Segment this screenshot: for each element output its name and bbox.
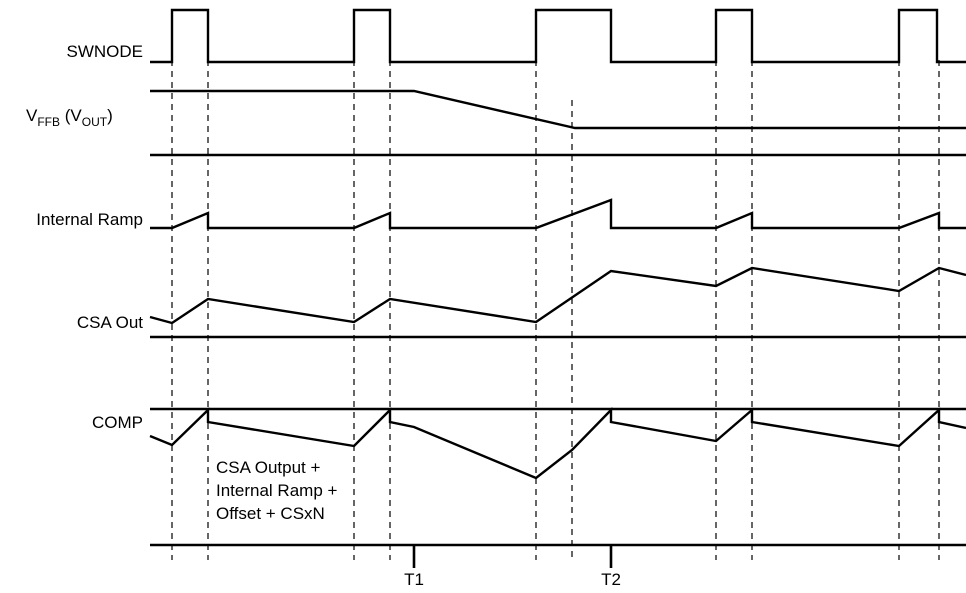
annotation-line-3: Offset + CSxN (216, 504, 325, 523)
swnode-label: SWNODE (67, 42, 144, 61)
annotation-line-1: CSA Output + (216, 458, 320, 477)
vffb-row: VFFB (VOUT) (26, 91, 966, 155)
vffb-trace (150, 91, 966, 128)
comp-label: COMP (92, 413, 143, 432)
t1-label: T1 (404, 570, 424, 588)
vffb-label: VFFB (VOUT) (26, 106, 113, 129)
annotation-line-2: Internal Ramp + (216, 481, 337, 500)
internal-ramp-row: Internal Ramp (36, 200, 966, 229)
comp-annotation: CSA Output + Internal Ramp + Offset + CS… (216, 458, 337, 523)
t2-label: T2 (601, 570, 621, 588)
swnode-row: SWNODE (67, 10, 966, 62)
csa-out-label: CSA Out (77, 313, 143, 332)
vffb-label-end: ) (107, 106, 113, 125)
swnode-trace (150, 10, 966, 62)
csa-out-trace (150, 268, 966, 323)
time-markers: T1 T2 (404, 545, 621, 588)
internal-ramp-label: Internal Ramp (36, 210, 143, 229)
vffb-label-sub: FFB (37, 115, 60, 129)
vffb-label-sub2: OUT (82, 115, 108, 129)
vffb-label-main: V (26, 106, 38, 125)
vffb-label-mid: (V (60, 106, 82, 125)
csa-out-row: CSA Out (77, 268, 966, 337)
comp-row: COMP (92, 409, 966, 545)
internal-ramp-trace (150, 200, 966, 228)
